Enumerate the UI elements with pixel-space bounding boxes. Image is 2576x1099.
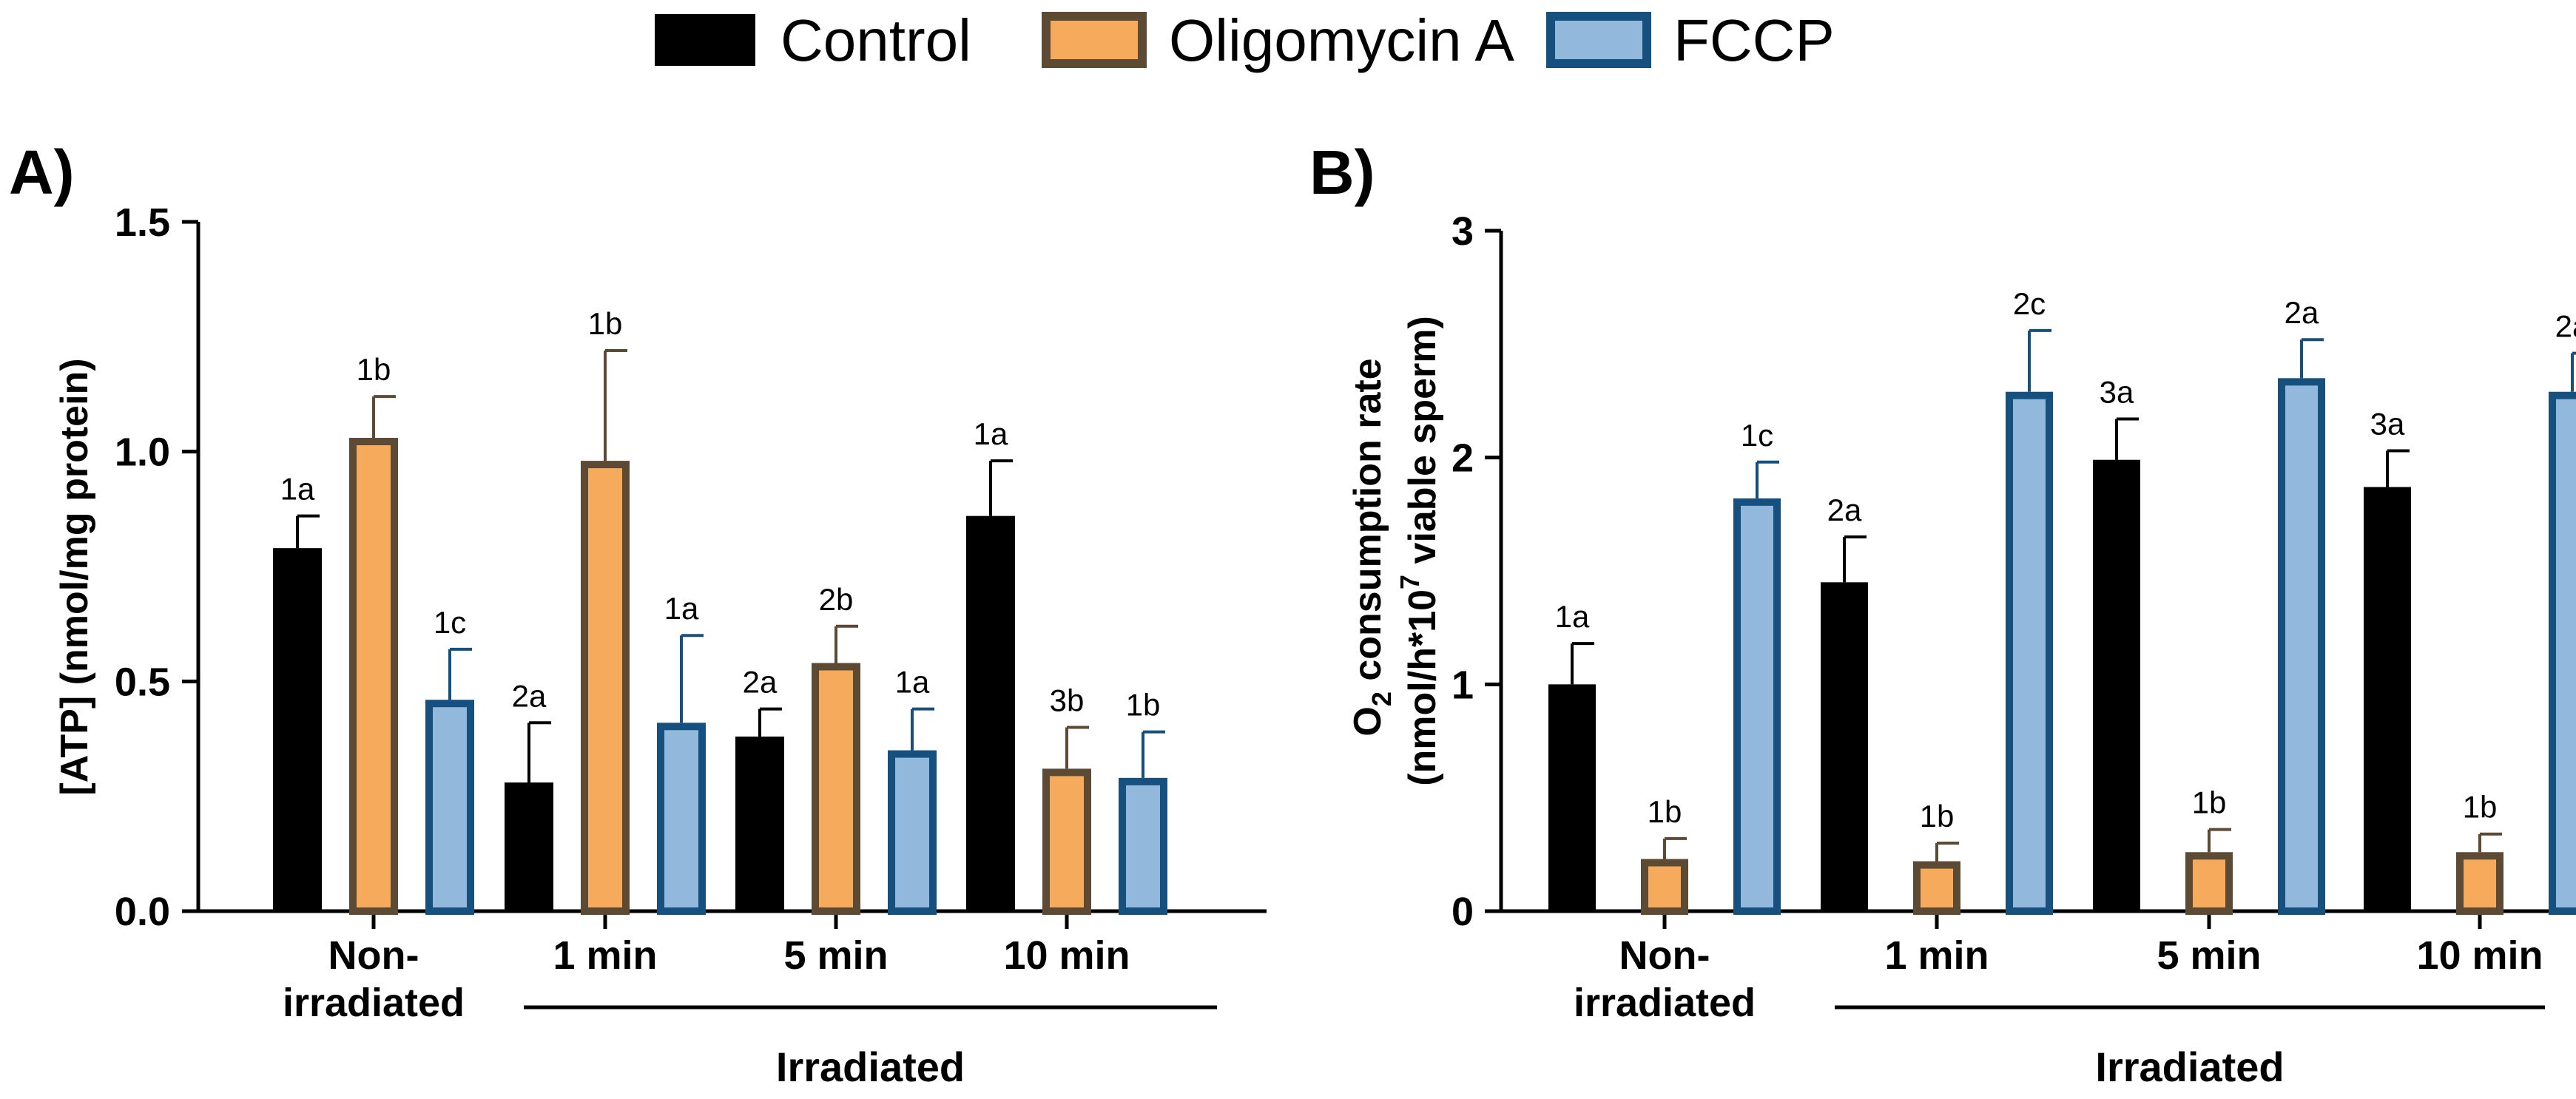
panel-letter-a: A) [9, 138, 75, 207]
bar-control [966, 515, 1015, 911]
y-tick-label: 0.0 [115, 890, 170, 934]
group-label: Irradiated [776, 1044, 965, 1090]
legend: Control Oligomycin A FCCP [655, 7, 1835, 73]
legend-item-control: Control [655, 7, 971, 73]
significance-label: 3a [2100, 375, 2134, 410]
bar-control [1548, 684, 1596, 911]
legend-label-oligomycin: Oligomycin A [1169, 7, 1514, 73]
significance-label: 1b [1126, 688, 1161, 723]
y-tick-label: 0.5 [115, 660, 170, 704]
legend-item-oligomycin: Oligomycin A [1042, 7, 1514, 73]
category-label: 5 min [2157, 933, 2261, 978]
significance-label: 1b [2463, 790, 2498, 825]
significance-label: 1a [664, 591, 699, 626]
y-tick-label: 2 [1451, 436, 1474, 481]
bar-oligomycin-a [2185, 852, 2233, 916]
bar-oligomycin-a [812, 663, 860, 915]
significance-label: 2a [2555, 309, 2576, 344]
significance-label: 2b [819, 582, 854, 617]
bar-control [2093, 459, 2140, 911]
bar-fccp [1733, 498, 1781, 915]
bar-fccp [425, 700, 474, 915]
bar-fccp [888, 750, 937, 915]
category-label: Non-irradiated [283, 933, 465, 1025]
bar-control [273, 548, 322, 911]
panel-a: A) [ATP] (nmol/mg protein) 0.0 0.5 1.0 1.5 N… [9, 138, 1267, 1090]
category-label: 1 min [553, 933, 657, 978]
y-tick-label: 3 [1451, 209, 1474, 254]
panel-letter-b: B) [1309, 138, 1375, 207]
bar-fccp [2006, 391, 2053, 915]
significance-label: 1a [895, 665, 930, 700]
significance-label: 1b [1648, 794, 1682, 829]
bar-oligomycin-a [1641, 859, 1688, 916]
significance-label: 1c [434, 605, 466, 640]
category-label: 1 min [1884, 933, 1989, 978]
plot-area-a: 0.0 0.5 1.0 1.5 Non-irradiated 1 min 5 min 10 m… [115, 200, 1267, 1090]
bar-fccp [1119, 777, 1167, 916]
legend-label-control: Control [780, 7, 971, 73]
bar-control [1821, 582, 1868, 911]
y-axis-label-b-line1: O2 consumption rate [1346, 358, 1397, 736]
y-axis-label-b-line2: (nmol/h*107 viable sperm) [1395, 316, 1444, 786]
y-tick-label: 1.5 [115, 200, 170, 245]
category-label: Non-irradiated [1574, 933, 1756, 1025]
category-label: 10 min [2416, 933, 2543, 978]
legend-swatch-fccp [1546, 12, 1651, 68]
bar-oligomycin-a [2456, 852, 2503, 916]
significance-label: 3a [2370, 406, 2405, 441]
bar-oligomycin-a [581, 461, 630, 915]
significance-label: 1b [357, 352, 391, 387]
bar-oligomycin-a [1042, 768, 1091, 916]
significance-label: 1b [588, 306, 623, 341]
y-tick-label: 1.0 [115, 430, 170, 475]
significance-label: 2a [512, 678, 547, 713]
bar-fccp [2549, 391, 2576, 915]
significance-label: 2a [2285, 295, 2319, 330]
category-label: 5 min [783, 933, 888, 978]
significance-label: 2a [1827, 493, 1862, 527]
bar-control [2364, 487, 2411, 911]
y-axis-label-a: [ATP] (nmol/mg protein) [53, 358, 96, 795]
significance-label: 1c [1741, 418, 1773, 453]
significance-label: 1a [1555, 599, 1590, 634]
y-tick-label: 1 [1451, 663, 1474, 707]
significance-label: 1a [974, 416, 1008, 451]
bar-fccp [2278, 378, 2325, 915]
significance-label: 1b [1920, 799, 1955, 833]
panel-b: B) O2 consumption rate (nmol/h*107 viabl… [1309, 138, 2576, 1090]
bar-oligomycin-a [1913, 861, 1960, 915]
significance-label: 2c [2013, 286, 2046, 321]
legend-swatch-oligomycin [1042, 12, 1147, 68]
bar-fccp [657, 723, 706, 916]
significance-label: 2a [743, 665, 778, 700]
bar-oligomycin-a [349, 438, 398, 915]
plot-area-b: 0 1 2 3 Non-irradiated 1 min 5 min 10 min Irradi… [1451, 209, 2576, 1090]
category-label: 10 min [1003, 933, 1130, 978]
significance-label: 1a [280, 472, 315, 507]
bar-control [505, 782, 553, 911]
y-tick-label: 0 [1451, 890, 1474, 934]
significance-label: 3b [1050, 683, 1085, 717]
group-label: Irradiated [2095, 1044, 2284, 1090]
significance-label: 1b [2192, 785, 2227, 820]
bar-control [735, 736, 784, 911]
legend-label-fccp: FCCP [1673, 7, 1835, 73]
legend-item-fccp: FCCP [1546, 7, 1835, 73]
legend-swatch-control [655, 14, 755, 66]
